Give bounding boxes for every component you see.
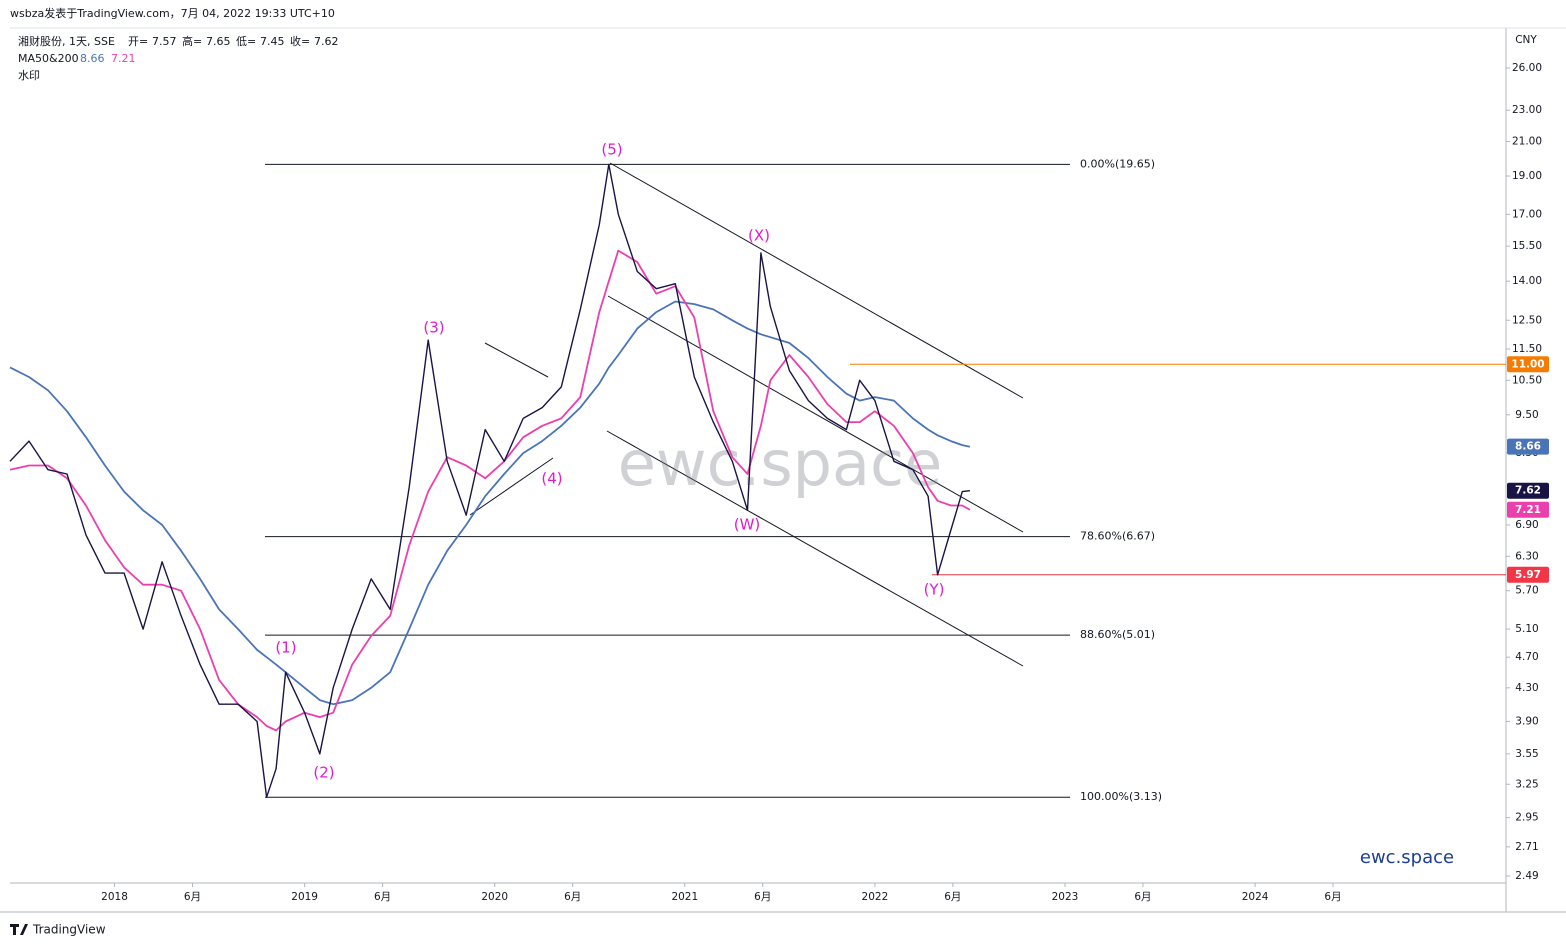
x-tick-label: 2022 bbox=[862, 891, 889, 903]
y-tick-label: 4.30 bbox=[1515, 682, 1538, 694]
y-tick-label: 15.50 bbox=[1512, 240, 1542, 252]
y-tick-label: 2.49 bbox=[1515, 870, 1538, 882]
legend-value: 7.21 bbox=[111, 52, 136, 65]
wave-label: (3) bbox=[423, 319, 444, 337]
ohlc-value: 7.65 bbox=[206, 35, 231, 48]
y-tick-label: 23.00 bbox=[1512, 104, 1542, 116]
wave-label: (4) bbox=[541, 470, 562, 488]
ohlc-label: 开= bbox=[128, 35, 148, 48]
level-price-box bbox=[1507, 566, 1549, 583]
y-tick-label: 21.00 bbox=[1512, 136, 1542, 148]
last-price-box-text: 7.21 bbox=[1515, 504, 1541, 516]
y-tick-label: 3.55 bbox=[1515, 748, 1538, 760]
x-tick-label: 2019 bbox=[291, 891, 318, 903]
level-price-box-text: 5.97 bbox=[1515, 569, 1541, 581]
fib-label: 0.00%(19.65) bbox=[1080, 157, 1155, 170]
level-price-box bbox=[1507, 356, 1549, 373]
y-tick-label: 3.90 bbox=[1515, 715, 1538, 727]
fib-label: 78.60%(6.67) bbox=[1080, 530, 1155, 543]
y-tick-label: 3.25 bbox=[1515, 778, 1538, 790]
corner-watermark: ewc.space bbox=[1360, 847, 1454, 868]
brand: TradingView bbox=[32, 923, 106, 937]
last-price-box-text: 8.66 bbox=[1515, 441, 1541, 453]
moving-average bbox=[9, 249, 971, 732]
ohlc-legend: 开= 7.57 高= 7.65 低= 7.45 收= 7.62 bbox=[128, 34, 339, 48]
x-tick-label: 6月 bbox=[184, 891, 201, 903]
y-tick-label: 9.50 bbox=[1515, 409, 1538, 421]
y-tick-label: 2.71 bbox=[1515, 841, 1538, 853]
ohlc-value: 7.45 bbox=[260, 35, 285, 48]
triangle-upper bbox=[484, 342, 549, 378]
x-tick-label: 6月 bbox=[564, 891, 581, 903]
watermark-label: 水印 bbox=[18, 69, 40, 82]
wave-label: (W) bbox=[734, 516, 761, 534]
y-tick-label: 11.50 bbox=[1512, 343, 1542, 355]
level-price-box-text: 11.00 bbox=[1511, 358, 1544, 370]
y-tick-label: 6.90 bbox=[1515, 519, 1538, 531]
y-tick-label: 17.00 bbox=[1512, 208, 1542, 220]
y-tick-label: 4.70 bbox=[1515, 651, 1538, 663]
x-tick-label: 2020 bbox=[481, 891, 508, 903]
wave-label: (2) bbox=[313, 764, 334, 782]
y-tick-label: 10.50 bbox=[1512, 374, 1542, 386]
channel-upper bbox=[609, 162, 1024, 399]
y-tick-label: 26.00 bbox=[1512, 62, 1542, 74]
y-tick-label: 6.30 bbox=[1515, 550, 1538, 562]
y-tick-label: 14.00 bbox=[1512, 275, 1542, 287]
center-watermark: ewc.space bbox=[618, 427, 943, 500]
y-tick-label: 2.95 bbox=[1515, 812, 1538, 824]
currency: CNY bbox=[1515, 34, 1537, 46]
wave-label: (5) bbox=[601, 141, 622, 159]
ohlc-value: 7.57 bbox=[152, 35, 177, 48]
last-price-box bbox=[1507, 482, 1549, 499]
y-tick-label: 5.70 bbox=[1515, 585, 1538, 597]
footer: TradingView bbox=[10, 923, 106, 937]
wave-label: (X) bbox=[748, 227, 770, 245]
last-price-box-text: 7.62 bbox=[1515, 485, 1541, 497]
ohlc-label: 低= bbox=[236, 35, 256, 48]
ohlc-label: 高= bbox=[182, 34, 202, 48]
channel-lines bbox=[469, 162, 1024, 667]
ohlc-value: 7.62 bbox=[314, 35, 339, 48]
triangle-lower bbox=[469, 457, 554, 516]
ohlc-label: 收= bbox=[290, 34, 310, 48]
x-tick-label: 2021 bbox=[671, 891, 698, 903]
brand-logo bbox=[10, 924, 28, 935]
wave-label: (Y) bbox=[924, 581, 945, 599]
x-tick-label: 2023 bbox=[1052, 891, 1079, 903]
x-tick-label: 6月 bbox=[374, 891, 391, 903]
y-tick-label: 12.50 bbox=[1512, 314, 1542, 326]
channel-middle bbox=[607, 295, 1024, 533]
x-tick-label: 6月 bbox=[1134, 891, 1151, 903]
y-tick-label: 19.00 bbox=[1512, 170, 1542, 182]
x-tick-label: 6月 bbox=[944, 891, 961, 903]
moving-average bbox=[9, 300, 971, 706]
publisher: wsbza发表于TradingView.com，7月 04, 2022 19:3… bbox=[10, 6, 335, 20]
legend-value: 8.66 bbox=[80, 52, 105, 65]
channel-lower bbox=[606, 430, 1024, 667]
wave-label: (1) bbox=[275, 639, 296, 657]
last-price-box bbox=[1507, 501, 1549, 518]
fib-label: 100.00%(3.13) bbox=[1080, 790, 1162, 803]
indicator: MA50&200 bbox=[18, 52, 79, 65]
x-tick-label: 6月 bbox=[1324, 891, 1341, 903]
y-tick-label: 5.10 bbox=[1515, 623, 1538, 635]
x-tick-label: 2024 bbox=[1242, 891, 1269, 903]
last-price-box bbox=[1507, 438, 1549, 455]
x-tick-label: 6月 bbox=[754, 891, 771, 903]
x-tick-label: 2018 bbox=[101, 891, 128, 903]
fib-label: 88.60%(5.01) bbox=[1080, 628, 1155, 641]
price-line bbox=[9, 163, 970, 798]
symbol: 湘财股份, 1天, SSE bbox=[18, 34, 115, 48]
